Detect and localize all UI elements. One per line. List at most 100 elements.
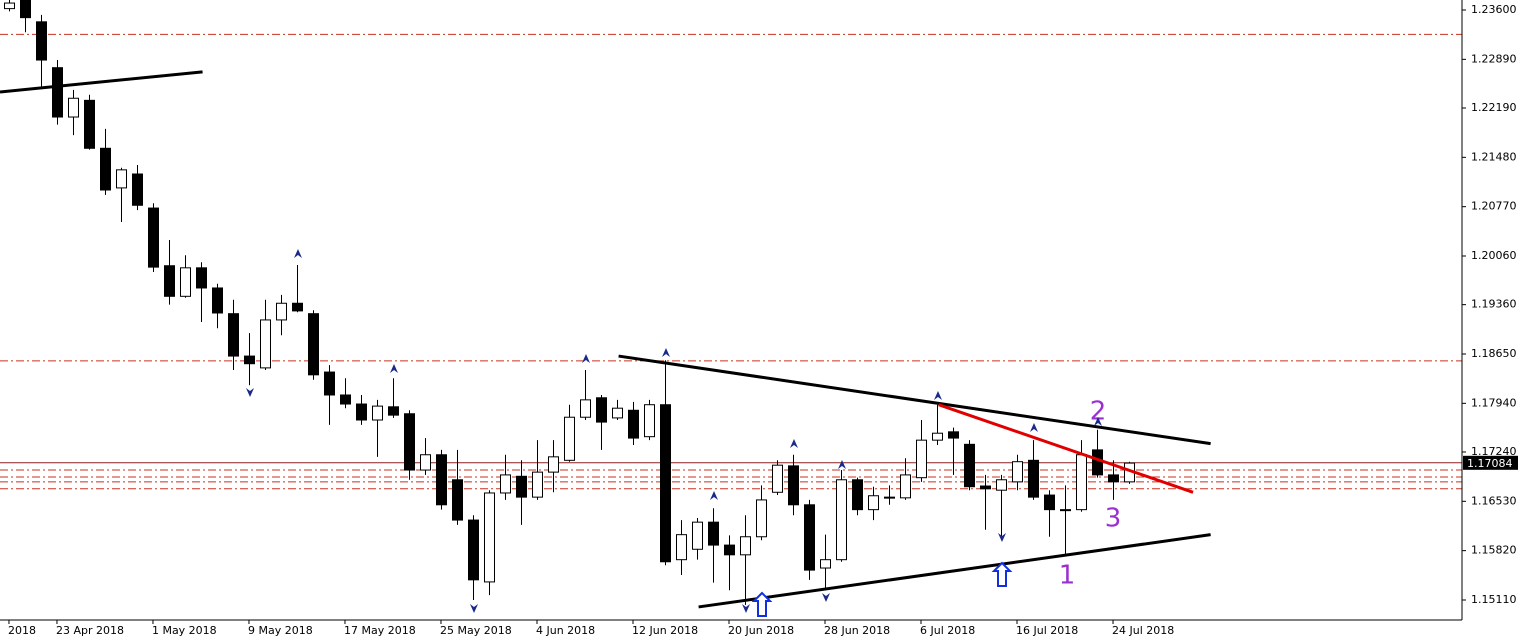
candle-body: [852, 479, 863, 511]
candle-body: [84, 99, 95, 149]
fractal-up: [294, 249, 302, 258]
y-tick-label: 1.16530: [1471, 494, 1517, 507]
x-tick-label: 17 May 2018: [344, 624, 416, 637]
candle-body: [660, 404, 671, 563]
candle-body: [116, 169, 127, 189]
candle-body: [260, 319, 271, 369]
candle-body: [868, 495, 879, 511]
candle-body: [612, 407, 623, 419]
candle-body: [292, 302, 303, 312]
candle-body: [964, 443, 975, 488]
candle-body: [1108, 474, 1119, 483]
x-tick-label: 1 May 2018: [152, 624, 217, 637]
candle-body: [420, 454, 431, 471]
y-tick-label: 1.17940: [1471, 396, 1517, 409]
candle-body: [372, 405, 383, 421]
candle-body: [772, 464, 783, 493]
fractal-up: [790, 439, 798, 448]
signal-arrow: [991, 561, 1013, 587]
candle-body: [484, 492, 495, 583]
candle-body: [148, 207, 159, 268]
candle-body: [164, 265, 175, 297]
candle-body: [196, 267, 207, 289]
x-tick-label: 24 Jul 2018: [1112, 624, 1174, 637]
x-tick-label: 9 May 2018: [248, 624, 313, 637]
candle-body: [932, 432, 943, 441]
candle-body: [628, 409, 639, 439]
candle-body: [212, 287, 223, 314]
candle-body: [884, 496, 895, 499]
candle-body: [1044, 494, 1055, 511]
trendline: [938, 403, 1194, 494]
candle-body: [356, 403, 367, 421]
y-tick-label: 1.17240: [1471, 445, 1517, 458]
candle-body: [1092, 449, 1103, 476]
candle-body: [548, 456, 559, 473]
candle-body: [340, 394, 351, 405]
y-tick-label: 1.23600: [1471, 3, 1517, 16]
candle-body: [900, 474, 911, 499]
plot-area: [0, 0, 1462, 609]
candle-body: [676, 534, 687, 561]
candle-body: [916, 439, 927, 479]
trendline: [698, 533, 1211, 609]
candle-body: [404, 413, 415, 471]
y-tick-label: 1.20770: [1471, 200, 1517, 213]
candle-body: [516, 475, 527, 498]
x-tick-label: 6 Jul 2018: [920, 624, 975, 637]
candle-body: [276, 302, 287, 321]
candle-body: [644, 404, 655, 438]
x-tick-label: 16 Jul 2018: [1016, 624, 1078, 637]
candle-body: [132, 173, 143, 206]
candle-body: [788, 465, 799, 506]
fractal-up: [1030, 423, 1038, 432]
candle-body: [36, 21, 47, 61]
fractal-up: [662, 348, 670, 357]
fractal-down: [742, 604, 750, 613]
fractal-up: [710, 491, 718, 500]
candle-body: [1060, 509, 1071, 512]
fractal-up: [838, 460, 846, 469]
fractal-down: [470, 604, 478, 613]
candle-body: [68, 97, 79, 118]
fractal-down: [246, 388, 254, 397]
wave-label: 3: [1105, 504, 1122, 534]
candle-body: [532, 471, 543, 498]
candle-body: [20, 0, 31, 19]
candle-body: [452, 479, 463, 521]
candle-body: [596, 397, 607, 423]
wave-label: 1: [1059, 561, 1076, 591]
fractal-up: [582, 354, 590, 363]
x-tick-label: 2018: [8, 624, 36, 637]
candle-body: [996, 479, 1007, 491]
y-tick-label: 1.20060: [1471, 249, 1517, 262]
candle-body: [980, 485, 991, 490]
candle-body: [564, 416, 575, 461]
candle-body: [948, 431, 959, 439]
x-tick-label: 20 Jun 2018: [728, 624, 794, 637]
candle-body: [1012, 461, 1023, 483]
y-tick-label: 1.19360: [1471, 298, 1517, 311]
candle-body: [836, 479, 847, 561]
candle-body: [724, 544, 735, 556]
x-tick-label: 12 Jun 2018: [632, 624, 698, 637]
x-tick-label: 28 Jun 2018: [824, 624, 890, 637]
y-tick-label: 1.15110: [1471, 593, 1517, 606]
candle-body: [4, 2, 15, 10]
candle-body: [308, 313, 319, 376]
candle-body: [436, 454, 447, 506]
fractal-down: [822, 593, 830, 602]
candle-body: [324, 371, 335, 396]
x-tick-label: 4 Jun 2018: [536, 624, 595, 637]
trendline: [618, 354, 1211, 446]
candle-body: [500, 474, 511, 494]
candle-body: [1028, 459, 1039, 498]
candle-body: [756, 499, 767, 538]
candle-body: [804, 504, 815, 571]
fractal-up: [1094, 417, 1102, 426]
candle-body: [580, 399, 591, 418]
y-tick-label: 1.15820: [1471, 544, 1517, 557]
y-tick-label: 1.22890: [1471, 52, 1517, 65]
x-tick-label: 23 Apr 2018: [56, 624, 124, 637]
